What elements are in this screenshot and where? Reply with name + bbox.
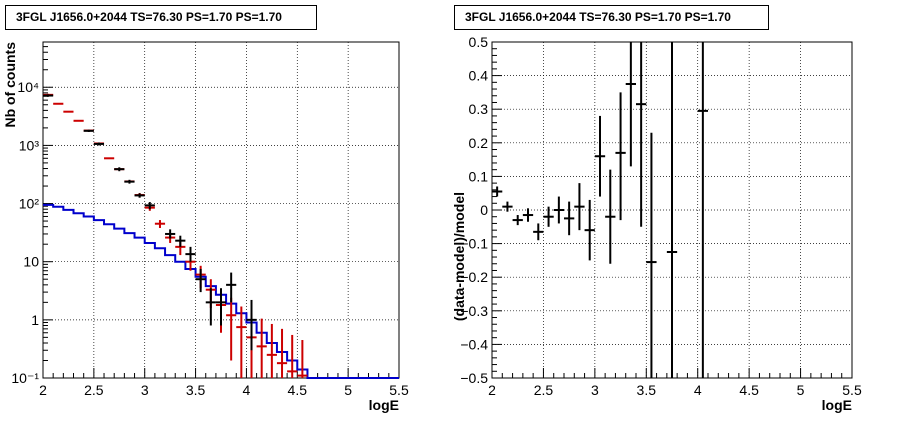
residual-point <box>697 42 708 378</box>
residual-point <box>543 206 554 227</box>
model-source-histogram <box>43 203 399 379</box>
model-total-point <box>63 110 74 113</box>
y-tick-label: 10 <box>23 254 39 270</box>
data-point <box>215 288 227 326</box>
residual-point <box>502 201 513 212</box>
x-tick-label: 3.5 <box>186 382 206 398</box>
x-axis-label: logE <box>822 397 852 413</box>
x-tick-label: 3 <box>591 382 599 398</box>
y-tick-label: 0 <box>480 202 488 218</box>
y-tick-label: −0.2 <box>460 269 488 285</box>
residual-point <box>584 199 595 261</box>
y-tick-label: −0.4 <box>460 336 488 352</box>
residual-point <box>594 115 606 197</box>
data-point <box>93 142 105 146</box>
y-tick-label: 0.1 <box>469 168 489 184</box>
model-total-point <box>226 297 237 361</box>
x-tick-label: 2.5 <box>534 382 554 398</box>
plot-frame <box>42 41 400 379</box>
x-tick-label: 3 <box>141 382 149 398</box>
residual-point <box>646 132 657 378</box>
chart-title: 3FGL J1656.0+2044 TS=76.30 PS=1.70 PS=1.… <box>454 5 769 30</box>
model-total-point <box>53 102 64 105</box>
residual-point <box>533 223 544 241</box>
model-total-point <box>256 318 267 378</box>
data-point <box>165 229 176 239</box>
model-total-point <box>144 204 155 211</box>
data-point <box>134 193 145 198</box>
y-axis-label: Nb of counts <box>2 42 18 128</box>
residual-point <box>666 42 678 378</box>
y-tick-label: 0.3 <box>469 101 489 117</box>
data-point <box>195 268 206 293</box>
y-tick-label: 10⁴ <box>17 79 39 95</box>
residual-point <box>605 169 616 264</box>
model-total-point <box>154 220 166 228</box>
data-point <box>144 202 155 210</box>
residual-point <box>553 196 564 224</box>
residual-panel: 2 2.5 3 3.5 4 4.5 5 5.5 logE −0.5 −0.4 −0.3 −0.2 −0.1… <box>449 0 898 421</box>
residual-point <box>522 208 534 222</box>
x-tick-label: 4 <box>694 382 702 398</box>
x-tick-label: 4.5 <box>739 382 759 398</box>
model-total-point <box>276 328 288 378</box>
model-total-point <box>297 340 308 378</box>
counts-panel: 2 2.5 3 3.5 4 4.5 5 5.5 logE 10⁻¹ 1 10 10² 10³ 10⁴ Nb o… <box>2 5 409 413</box>
y-tick-label: 1 <box>31 312 39 328</box>
model-total-point <box>266 323 277 378</box>
data-point <box>124 179 135 184</box>
data-point <box>185 246 196 262</box>
data-point <box>246 299 257 351</box>
residual-point <box>636 42 647 227</box>
data-point <box>226 272 237 303</box>
residual-point <box>625 42 636 167</box>
y-tick-label: −0.5 <box>460 370 488 386</box>
data-point <box>43 94 54 97</box>
x-tick-label: 2 <box>488 382 496 398</box>
x-tick-label: 5.5 <box>389 382 409 398</box>
x-tick-label: 5.5 <box>842 382 862 398</box>
data-point <box>114 167 125 172</box>
residual-point <box>564 201 575 236</box>
residual-point <box>574 183 585 231</box>
x-tick-label: 4.5 <box>288 382 308 398</box>
y-tick-label: 0.5 <box>469 34 489 50</box>
x-tick-label: 2 <box>39 382 47 398</box>
model-total-point <box>185 255 196 271</box>
data-point <box>175 235 186 247</box>
residual-point <box>615 92 626 221</box>
y-tick-label: 0.2 <box>469 135 489 151</box>
y-tick-label: 10³ <box>19 137 40 153</box>
x-tick-label: 2.5 <box>84 382 104 398</box>
y-tick-label: −0.1 <box>460 236 488 252</box>
data-point <box>205 288 216 326</box>
residual-point <box>512 215 523 226</box>
y-tick-label: −0.3 <box>460 303 488 319</box>
y-tick-label: 10² <box>19 196 40 212</box>
model-total-point <box>287 334 298 378</box>
model-total-point <box>104 157 115 160</box>
x-tick-label: 4 <box>243 382 251 398</box>
x-axis-label: logE <box>369 397 399 413</box>
model-total-point <box>215 290 227 333</box>
chart-title: 3FGL J1656.0+2044 TS=76.30 PS=1.70 PS=1.… <box>5 5 317 30</box>
data-point <box>83 129 94 132</box>
y-tick-label: 10⁻¹ <box>11 370 39 386</box>
x-tick-label: 5 <box>797 382 805 398</box>
residual-point <box>492 186 503 197</box>
model-total-point <box>73 119 84 122</box>
model-total-point <box>236 306 247 378</box>
y-axis-label: (data-model)/model <box>451 192 467 321</box>
y-tick-label: 0.4 <box>469 68 489 84</box>
x-tick-label: 5 <box>344 382 352 398</box>
x-tick-label: 3.5 <box>637 382 657 398</box>
